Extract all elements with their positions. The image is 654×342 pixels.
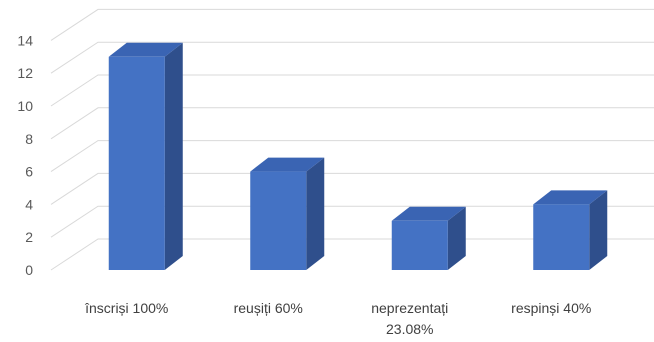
bar-side [447, 206, 466, 270]
category-label: înscriși 100% [84, 300, 168, 316]
gridline [50, 172, 654, 205]
bar-top [250, 157, 325, 172]
bar-front [108, 56, 165, 270]
gridline [50, 8, 654, 41]
bar [250, 157, 325, 270]
bar-top [533, 190, 608, 205]
y-tick-label: 4 [25, 196, 33, 212]
bar-front [533, 204, 590, 270]
y-tick-label: 8 [25, 131, 33, 147]
bar [533, 190, 608, 270]
y-axis-ticks: 0 2 4 6 8 10 12 14 [17, 32, 33, 278]
bar-side [164, 42, 183, 270]
gridlines [50, 8, 654, 271]
y-tick-label: 12 [17, 65, 33, 81]
bar-front [250, 171, 307, 270]
gridline [50, 107, 654, 140]
bar-front [391, 220, 448, 270]
category-label: 23.08% [386, 321, 433, 337]
bar-top [108, 42, 183, 57]
gridline [50, 238, 654, 271]
y-tick-label: 14 [17, 32, 33, 48]
gridline [50, 74, 654, 107]
gridline [50, 205, 654, 238]
category-label: neprezentați [371, 300, 448, 316]
gridline [50, 41, 654, 74]
y-tick-label: 6 [25, 164, 33, 180]
bars [108, 42, 608, 270]
bar-side [589, 190, 608, 270]
y-tick-label: 10 [17, 98, 33, 114]
category-label: respinși 40% [511, 300, 591, 316]
y-tick-label: 0 [25, 262, 33, 278]
bar [108, 42, 183, 270]
y-tick-label: 2 [25, 229, 33, 245]
x-axis-labels: înscriși 100% reușiți 60% neprezentați 23.0… [84, 300, 591, 337]
category-label: reușiți 60% [234, 300, 303, 316]
bar-top [391, 206, 466, 221]
bar [391, 206, 466, 270]
bar-side [306, 157, 325, 270]
gridline [50, 140, 654, 173]
